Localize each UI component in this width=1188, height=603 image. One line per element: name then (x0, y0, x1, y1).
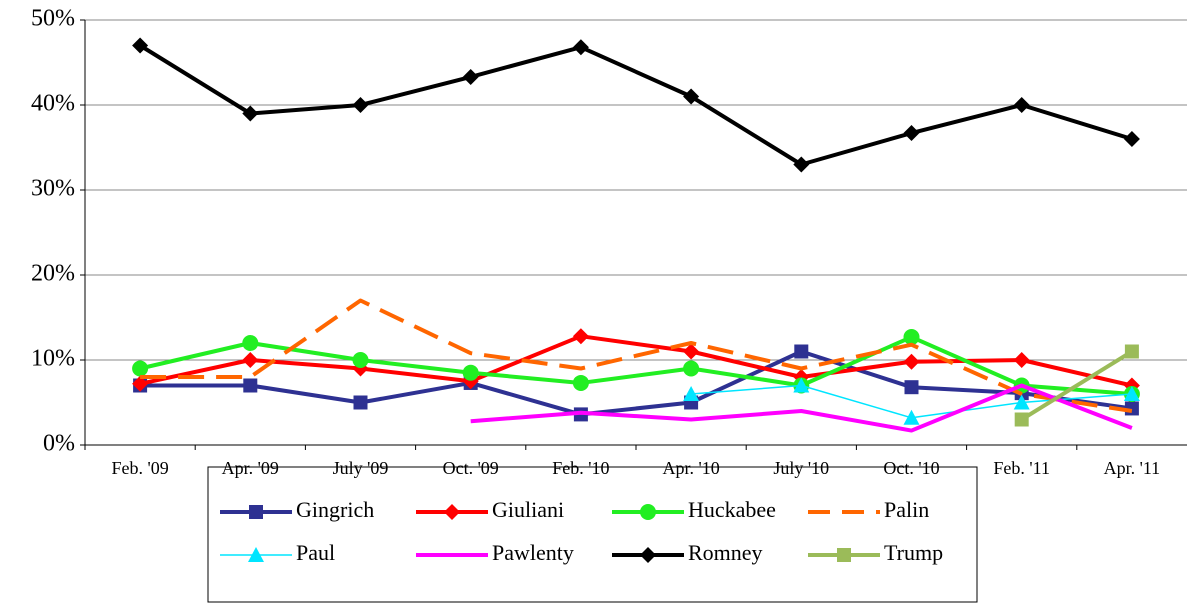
marker (903, 409, 920, 425)
marker (683, 386, 700, 401)
x-tick-label: Feb. '11 (993, 458, 1050, 478)
marker (132, 37, 149, 54)
x-tick-label: Apr. '10 (662, 458, 719, 478)
marker (903, 329, 920, 346)
legend-label: Romney (688, 540, 763, 565)
marker (683, 343, 700, 360)
marker (903, 125, 920, 142)
marker (1013, 97, 1030, 113)
marker (243, 378, 258, 393)
marker (640, 504, 656, 520)
legend-label: Giuliani (492, 497, 564, 522)
y-tick-label: 50% (31, 6, 75, 32)
legend-label: Gingrich (296, 497, 374, 522)
x-tick-label: July '09 (333, 458, 389, 478)
x-tick-label: Apr. '11 (1104, 458, 1161, 478)
marker (462, 364, 479, 381)
marker (242, 352, 259, 368)
marker (837, 548, 851, 562)
y-tick-label: 0% (43, 431, 75, 457)
marker (572, 39, 589, 56)
marker (793, 156, 810, 173)
x-tick-label: July '10 (773, 458, 829, 478)
marker (1013, 352, 1030, 368)
legend-label: Pawlenty (492, 540, 574, 565)
marker (352, 352, 369, 368)
marker (249, 505, 263, 519)
y-tick-label: 30% (31, 176, 75, 202)
marker (353, 395, 368, 410)
marker (794, 344, 809, 359)
x-tick-label: Oct. '09 (443, 458, 499, 478)
marker (132, 360, 149, 377)
x-tick-label: Feb. '09 (111, 458, 168, 478)
legend-label: Huckabee (688, 497, 776, 522)
marker (793, 377, 810, 393)
series-line (139, 43, 1133, 167)
legend-box (207, 466, 978, 603)
y-tick-label: 20% (31, 261, 75, 287)
marker (683, 360, 700, 377)
x-tick-label: Apr. '09 (222, 458, 279, 478)
marker (1124, 344, 1139, 359)
series-line (1020, 349, 1133, 422)
marker (572, 328, 589, 345)
series-line (140, 349, 1133, 417)
legend-label: Trump (884, 540, 943, 565)
marker (1013, 394, 1030, 410)
marker (242, 105, 259, 122)
series-line (140, 298, 1133, 413)
y-tick-label: 40% (31, 91, 75, 117)
x-tick-label: Oct. '10 (883, 458, 939, 478)
marker (352, 97, 369, 113)
y-tick-label: 10% (31, 346, 75, 372)
marker (132, 375, 149, 392)
marker (683, 88, 700, 105)
marker (903, 353, 920, 370)
series-line (470, 383, 1133, 433)
marker (640, 547, 656, 563)
marker (242, 335, 259, 351)
marker (248, 547, 264, 562)
series-line (139, 335, 1133, 396)
marker (1014, 412, 1029, 427)
marker (1123, 131, 1140, 147)
legend-label: Palin (884, 497, 929, 522)
marker (1123, 386, 1140, 401)
legend-label: Paul (296, 540, 335, 565)
marker (462, 68, 479, 85)
x-tick-label: Feb. '10 (552, 458, 609, 478)
marker (444, 504, 460, 520)
marker (572, 374, 589, 391)
marker (904, 380, 919, 395)
